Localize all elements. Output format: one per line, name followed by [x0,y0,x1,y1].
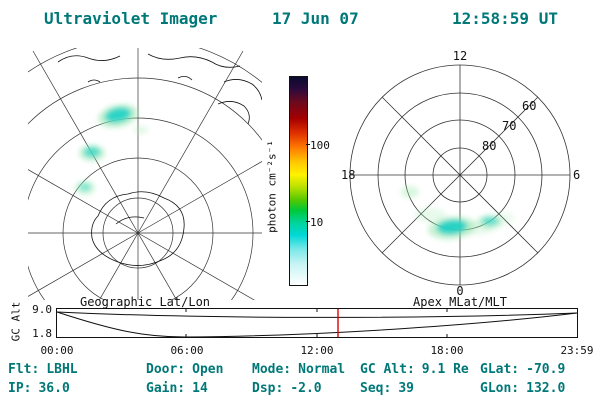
colorbar-tick-upper-mark [306,144,310,145]
map-grid [28,48,262,300]
status-flt-label: Flt: [8,362,40,377]
mlat-label-80: 80 [482,139,496,153]
status-glat-value: -70.9 [526,362,566,377]
status-gc-alt-label: GC Alt: [360,362,415,377]
gc-alt-axis-label: GC Alt [9,301,23,342]
status-glat-label: GLat: [480,362,520,377]
mlat-label-60: 60 [522,99,536,113]
xtick-0000: 00:00 [40,344,74,357]
status-door-value: Open [192,362,224,377]
polar-grid [349,64,571,286]
status-dsp-label: Dsp: [252,381,284,396]
status-seq: Seq: 39 [360,381,414,396]
status-flt-value: LBHL [46,362,78,377]
colorbar [289,76,308,286]
xtick-1800: 18:00 [430,344,464,357]
gc-alt-strip [56,308,578,338]
mlat-label-70: 70 [502,119,516,133]
date-display: 17 Jun 07 [272,9,359,28]
time-display: 12:58:59 UT [452,9,558,28]
app-title: Ultraviolet Imager [44,9,218,28]
status-mode-label: Mode: [252,362,292,377]
status-mode: Mode: Normal [252,362,345,377]
status-glon-value: 132.0 [526,381,566,396]
status-seq-value: 39 [398,381,414,396]
apex-polar-panel: 12 0 18 6 80 70 60 [341,50,580,296]
colorbar-tick-lower: 10 [310,216,324,229]
status-door-label: Door: [146,362,186,377]
mlt-label-12: 12 [453,50,467,63]
geographic-map-panel [28,48,262,300]
gc-alt-ymax: 9.0 [32,303,52,316]
status-mode-value: Normal [298,362,346,377]
status-dsp: Dsp: -2.0 [252,381,322,396]
mlt-label-6: 6 [573,168,580,182]
status-door: Door: Open [146,362,223,377]
status-ip-value: 36.0 [38,381,70,396]
status-gc-alt-value: 9.1 Re [421,362,469,377]
mlt-label-18: 18 [341,168,355,182]
xtick-0600: 06:00 [170,344,204,357]
status-glon: GLon: 132.0 [480,381,565,396]
aurora-emission-geo [75,104,148,195]
status-ip-label: IP: [8,381,32,396]
status-gain-label: Gain: [146,381,186,396]
coastlines [57,53,262,266]
status-gain: Gain: 14 [146,381,208,396]
geo-panel-caption: Geographic Lat/Lon [79,295,211,309]
gc-alt-ymin: 1.8 [32,327,52,340]
xtick-1200: 12:00 [300,344,334,357]
status-glon-label: GLon: [480,381,520,396]
colorbar-tick-lower-mark [306,221,310,222]
status-gain-value: 14 [192,381,208,396]
aurora-emission-apex [401,186,515,240]
status-dsp-value: -2.0 [290,381,322,396]
status-seq-label: Seq: [360,381,392,396]
xtick-2359: 23:59 [560,344,594,357]
colorbar-tick-upper: 100 [310,139,330,152]
status-ip: IP: 36.0 [8,381,70,396]
gc-alt-curves [56,311,578,338]
mlt-label-0: 0 [456,284,463,296]
colorbar-units-label: photon cm⁻²s⁻¹ [265,140,279,233]
status-glat: GLat: -70.9 [480,362,565,377]
apex-panel-caption: Apex MLat/MLT [413,295,507,309]
status-flt: Flt: LBHL [8,362,78,377]
status-gc-alt: GC Alt: 9.1 Re [360,362,469,377]
